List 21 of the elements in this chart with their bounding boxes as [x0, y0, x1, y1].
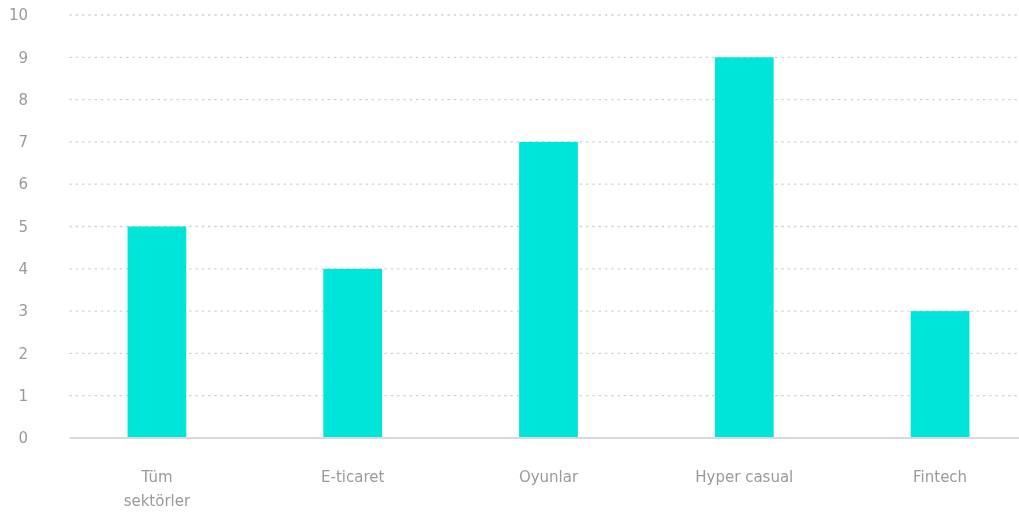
y-tick-label: 1	[18, 386, 28, 405]
y-tick-label: 0	[18, 429, 28, 448]
y-tick-label: 10	[8, 6, 28, 25]
bar	[323, 268, 383, 438]
bar	[714, 57, 774, 438]
x-tick-label: Oyunlar	[518, 468, 579, 487]
y-tick-label: 7	[18, 133, 28, 152]
x-tick-label: Hyper casual	[695, 468, 794, 487]
bar	[910, 311, 970, 438]
y-tick-label: 3	[18, 302, 28, 321]
y-tick-label: 9	[18, 48, 28, 67]
y-tick-label: 2	[18, 344, 28, 363]
bar	[519, 141, 578, 438]
y-tick-label: 8	[18, 90, 28, 109]
x-tick-label: Fintech	[913, 468, 968, 487]
y-tick-label: 4	[18, 260, 28, 279]
y-tick-label: 5	[18, 217, 28, 236]
y-tick-label: 6	[18, 175, 28, 194]
x-tick-label: E-ticaret	[321, 468, 385, 487]
x-tick-label: Tüm sektörler	[123, 468, 191, 511]
bar	[127, 226, 187, 438]
